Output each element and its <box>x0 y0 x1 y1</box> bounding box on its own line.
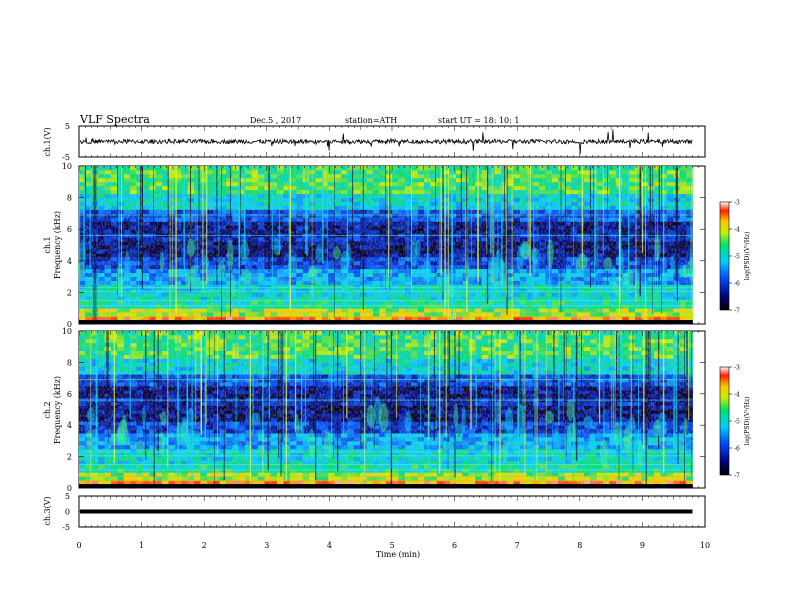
figure-title: VLF Spectra <box>79 113 150 126</box>
ch1-spectrogram <box>77 166 695 325</box>
date-label: Dec.5 , 2017 <box>250 116 301 125</box>
spectrogram-texture <box>79 166 693 324</box>
start-time-label: start UT = 18: 10: 1 <box>438 116 519 125</box>
ch2-spectrogram <box>77 331 693 489</box>
station-label: station=ATH <box>345 116 397 125</box>
